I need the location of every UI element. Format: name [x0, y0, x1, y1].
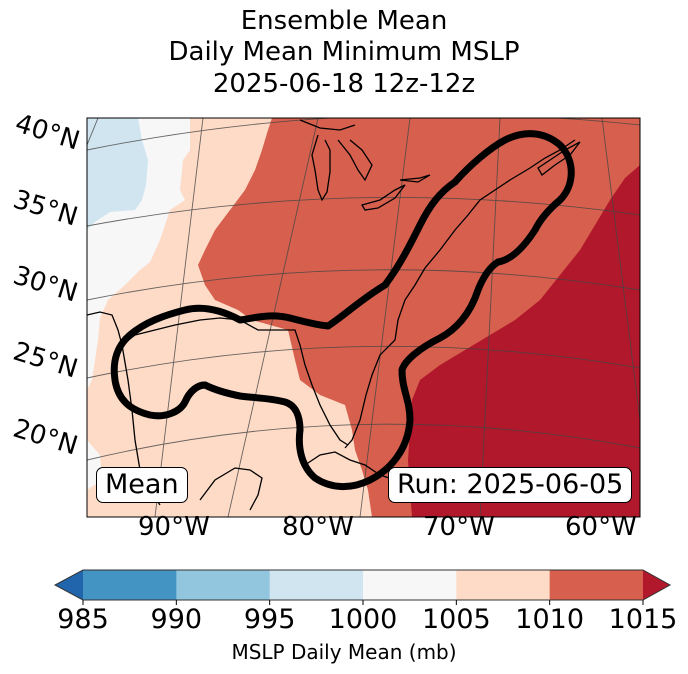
lake-huron — [337, 139, 373, 182]
region-995-1000 — [87, 118, 148, 230]
contour-inner-gulf — [181, 381, 241, 404]
parallel-20n — [87, 423, 640, 461]
meridian-90w — [154, 118, 204, 517]
title-line-2: Daily Mean Minimum MSLP — [168, 37, 520, 67]
parallel-25n — [87, 345, 640, 379]
colorbar-segment-1010-1015 — [549, 570, 644, 600]
lon-label-70w: 70°W — [423, 512, 495, 542]
lon-label-80w: 80°W — [282, 512, 354, 542]
title-line-3: 2025-06-18 12z-12z — [212, 69, 476, 99]
map-frame — [86, 117, 641, 518]
map-panel — [87, 118, 640, 517]
lake-ontario — [399, 174, 431, 183]
lon-label-60w: 60°W — [565, 512, 637, 542]
colorbar-tick-985: 985 — [57, 604, 109, 635]
mean-label: Mean — [96, 467, 188, 503]
colorbar-tick-995: 995 — [243, 604, 296, 635]
meridian-70w — [601, 118, 640, 421]
parallel-30n — [87, 269, 640, 301]
colorbar-tick-1000: 1000 — [328, 604, 398, 635]
florida-east — [344, 339, 396, 449]
colorbar-tick-1015: 1015 — [608, 604, 678, 635]
nova-scotia — [537, 141, 581, 176]
east-coast — [394, 139, 576, 341]
lon-label-90w: 90°W — [138, 512, 210, 542]
lake-erie — [361, 184, 406, 211]
colorbar-segment-990-995 — [176, 570, 271, 600]
colorbar-extend-over — [643, 570, 670, 600]
parallel-35n — [87, 196, 640, 227]
colorbar-tick-1005: 1005 — [421, 604, 491, 635]
colorbar — [53, 569, 672, 605]
title-line-1: Ensemble Mean — [240, 6, 448, 36]
meridian-80w — [359, 118, 411, 517]
graticule — [87, 118, 640, 517]
colorbar-label: MSLP Daily Mean (mb) — [231, 640, 457, 664]
colorbar-segment-985-990 — [83, 570, 177, 600]
lake-michigan — [311, 134, 331, 202]
region-over-1015 — [408, 165, 640, 517]
colorbar-segment-995-1000 — [269, 570, 364, 600]
yucatan — [199, 467, 263, 511]
lake-superior — [299, 119, 356, 131]
colorbar-segment-1000-1005 — [363, 570, 457, 600]
meridian-75w — [479, 118, 501, 517]
run-date-label: Run: 2025-06-05 — [388, 467, 633, 503]
colorbar-segment-1005-1010 — [456, 570, 551, 600]
meridian-95w — [87, 118, 99, 146]
colorbar-extend-under — [55, 570, 83, 600]
colorbar-tick-990: 990 — [150, 604, 203, 635]
colorbar-tick-1010: 1010 — [515, 604, 585, 635]
